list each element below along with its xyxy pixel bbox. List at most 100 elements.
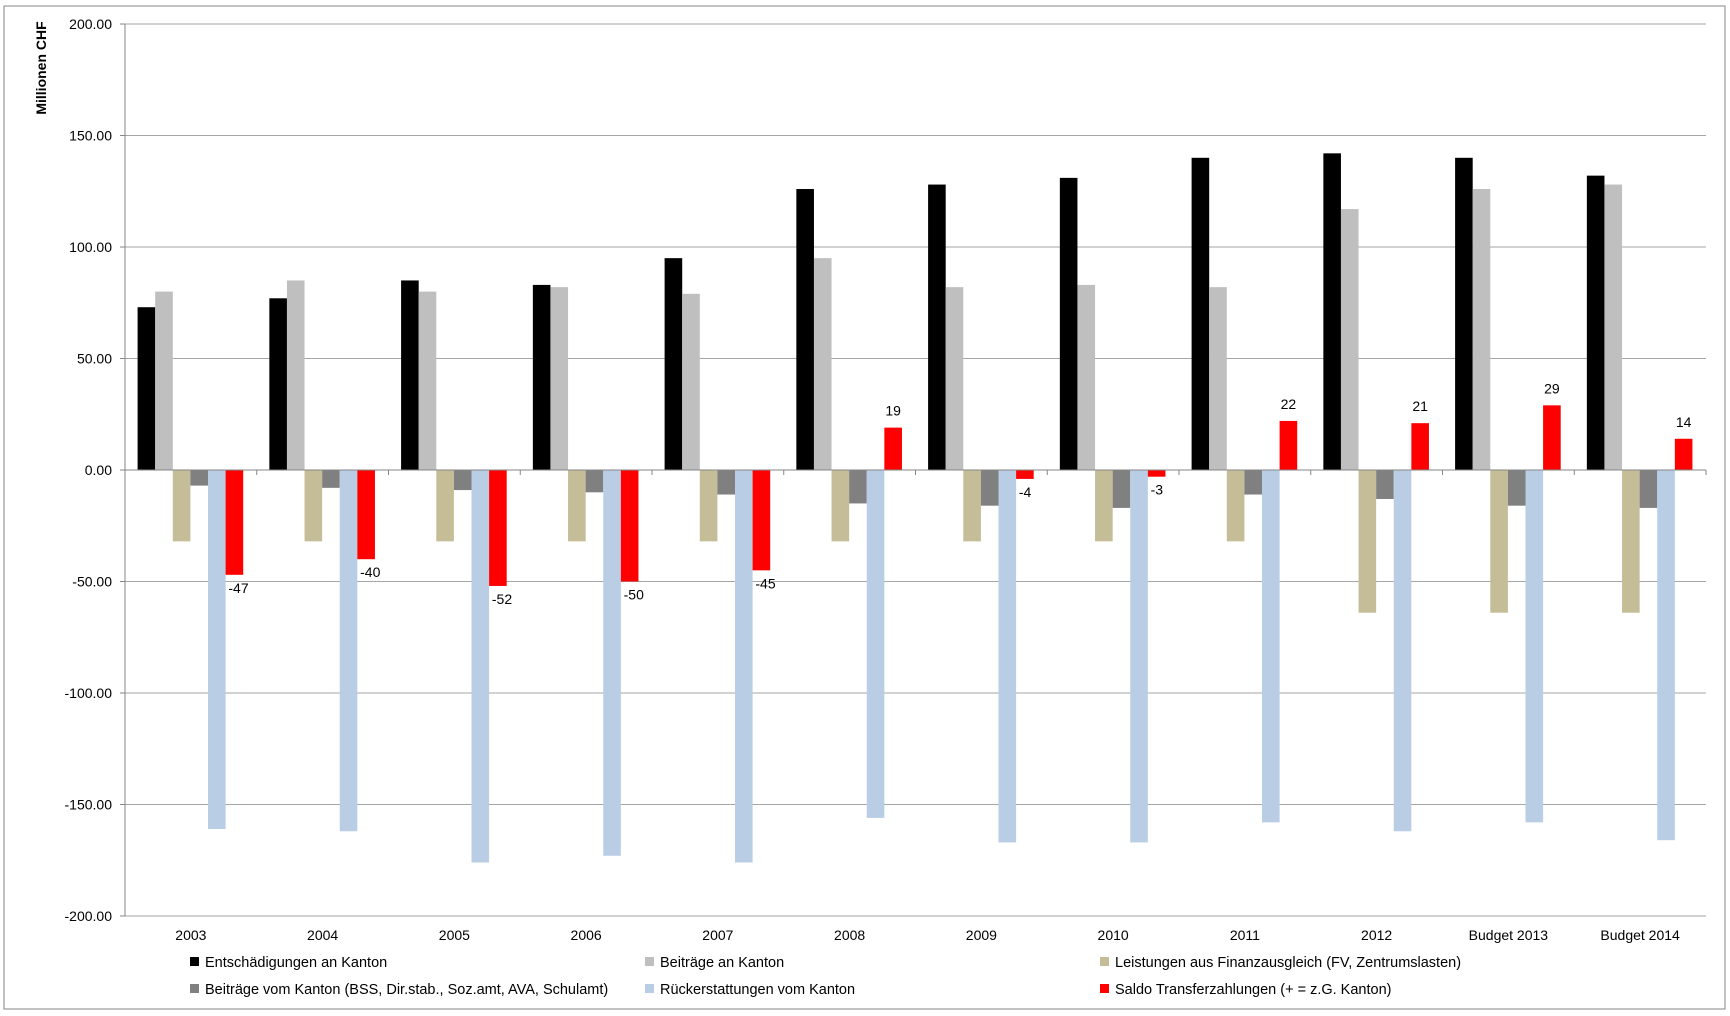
bar <box>620 470 639 582</box>
x-tick-label: Budget 2014 <box>1600 927 1680 943</box>
x-tick-label: 2011 <box>1230 927 1260 943</box>
bar <box>1507 470 1526 506</box>
x-tick-label: 2006 <box>571 927 602 943</box>
bar <box>682 293 700 470</box>
bar <box>1191 157 1210 471</box>
bar <box>1604 184 1623 470</box>
data-labels: -47 -40 -52 -50 -45 19 -4 -3 22 21 29 14 <box>228 380 1691 607</box>
y-axis-ticks: -200.00 -150.00 -100.00 -50.00 0.00 50.00 100.… <box>65 16 125 924</box>
x-tick-label: 2009 <box>966 927 997 943</box>
data-label: -50 <box>624 587 644 603</box>
legend-swatch <box>190 957 199 966</box>
bar <box>1244 470 1262 495</box>
legend-swatch <box>1100 984 1109 993</box>
x-tick-label: 2008 <box>834 927 865 943</box>
bar <box>1016 470 1034 479</box>
legend-swatch <box>645 957 654 966</box>
bar <box>453 470 472 491</box>
y-axis-label: Millionen CHF <box>33 21 49 115</box>
bar <box>1262 470 1280 823</box>
bar <box>1490 470 1508 613</box>
bar <box>928 184 946 470</box>
bar <box>550 287 569 470</box>
bar <box>357 470 375 560</box>
bar <box>304 470 323 542</box>
bar <box>945 287 964 470</box>
bar <box>1059 177 1078 470</box>
data-label: -47 <box>228 580 248 596</box>
bar <box>1376 470 1394 499</box>
bar <box>1674 438 1693 470</box>
chart-border <box>3 5 1726 1010</box>
bar <box>717 470 735 495</box>
bar <box>1472 189 1491 470</box>
bar <box>998 470 1017 843</box>
x-axis-ticks: 2003 2004 2005 2006 2007 2008 2009 2010 2011 2012… <box>124 470 1707 943</box>
data-label: -52 <box>492 591 512 607</box>
bar <box>831 470 850 542</box>
bar <box>884 427 902 470</box>
y-tick-label: 50.00 <box>77 351 112 367</box>
data-label: -3 <box>1151 482 1164 498</box>
bar <box>172 470 191 542</box>
bar <box>1393 470 1412 832</box>
bar <box>1077 284 1096 470</box>
bar <box>664 258 683 470</box>
y-tick-label: -100.00 <box>65 685 113 701</box>
y-tick-label: 100.00 <box>69 239 112 255</box>
y-tick-label: 0.00 <box>85 462 112 478</box>
bar <box>1323 153 1341 470</box>
x-tick-label: 2010 <box>1098 927 1129 943</box>
legend-entry: Saldo Transferzahlungen (+ = z.G. Kanton… <box>1115 982 1391 998</box>
bar <box>155 291 173 470</box>
bar <box>401 280 419 470</box>
legend-entry: Rückerstattungen vom Kanton <box>660 982 855 998</box>
y-tick-label: -200.00 <box>65 908 113 924</box>
bar <box>137 307 156 470</box>
data-label: 21 <box>1412 398 1428 414</box>
legend: Entschädigungen an Kanton Beiträge an Kan… <box>190 955 1461 998</box>
bar <box>980 470 999 506</box>
bar <box>813 258 832 470</box>
x-tick-label: 2007 <box>702 927 733 943</box>
bar <box>1358 470 1377 613</box>
legend-entry: Beiträge an Kanton <box>660 955 784 971</box>
x-tick-label: 2004 <box>307 927 338 943</box>
bar <box>489 470 507 586</box>
legend-entry: Entschädigungen an Kanton <box>205 955 387 971</box>
x-tick-label: 2012 <box>1361 927 1392 943</box>
bar <box>603 470 621 856</box>
bar <box>436 470 454 542</box>
data-label: 19 <box>885 403 901 419</box>
bar <box>1340 209 1359 470</box>
bars <box>137 153 1693 863</box>
bar <box>1657 470 1675 841</box>
bar <box>1130 470 1148 843</box>
bar <box>1279 420 1298 470</box>
bar <box>1095 470 1113 542</box>
bar <box>585 470 604 493</box>
data-label: 14 <box>1676 414 1692 430</box>
bar <box>1209 287 1227 470</box>
bar <box>471 470 490 863</box>
y-tick-label: -50.00 <box>72 574 112 590</box>
bar <box>1112 470 1131 508</box>
bar <box>1586 175 1605 470</box>
data-label: 29 <box>1544 380 1560 396</box>
bar <box>225 470 244 575</box>
bar <box>963 470 981 542</box>
bar <box>796 189 814 470</box>
bar <box>849 470 867 504</box>
data-label: -45 <box>755 575 775 591</box>
data-label: 22 <box>1281 396 1297 412</box>
x-tick-label: 2003 <box>175 927 206 943</box>
x-tick-label: Budget 2013 <box>1469 927 1549 943</box>
bar <box>190 470 208 486</box>
x-tick-label: 2005 <box>439 927 470 943</box>
bar <box>1525 470 1544 823</box>
bar <box>752 470 771 571</box>
bar <box>568 470 586 542</box>
legend-entry: Leistungen aus Finanzausgleich (FV, Zent… <box>1115 955 1461 971</box>
bar <box>1622 470 1640 613</box>
